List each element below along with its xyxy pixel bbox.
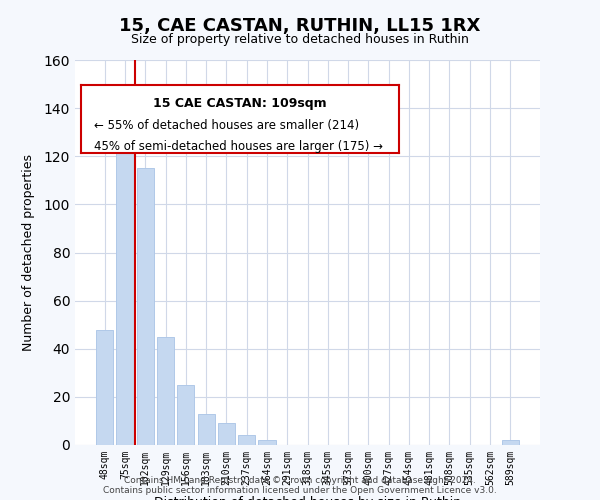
Bar bbox=[238, 436, 255, 445]
Bar bbox=[197, 414, 215, 445]
Bar bbox=[96, 330, 113, 445]
Bar bbox=[137, 168, 154, 445]
Text: Size of property relative to detached houses in Ruthin: Size of property relative to detached ho… bbox=[131, 32, 469, 46]
Bar bbox=[502, 440, 519, 445]
Text: ← 55% of detached houses are smaller (214): ← 55% of detached houses are smaller (21… bbox=[94, 118, 359, 132]
Bar bbox=[259, 440, 275, 445]
Bar bbox=[157, 336, 174, 445]
X-axis label: Distribution of detached houses by size in Ruthin: Distribution of detached houses by size … bbox=[154, 496, 461, 500]
Bar bbox=[218, 424, 235, 445]
Bar bbox=[116, 125, 134, 445]
Text: 15 CAE CASTAN: 109sqm: 15 CAE CASTAN: 109sqm bbox=[153, 97, 327, 110]
Bar bbox=[177, 385, 194, 445]
Text: 45% of semi-detached houses are larger (175) →: 45% of semi-detached houses are larger (… bbox=[94, 140, 383, 153]
Text: 15, CAE CASTAN, RUTHIN, LL15 1RX: 15, CAE CASTAN, RUTHIN, LL15 1RX bbox=[119, 18, 481, 36]
Y-axis label: Number of detached properties: Number of detached properties bbox=[22, 154, 35, 351]
Text: Contains HM Land Registry data © Crown copyright and database right 2024.
Contai: Contains HM Land Registry data © Crown c… bbox=[103, 476, 497, 495]
